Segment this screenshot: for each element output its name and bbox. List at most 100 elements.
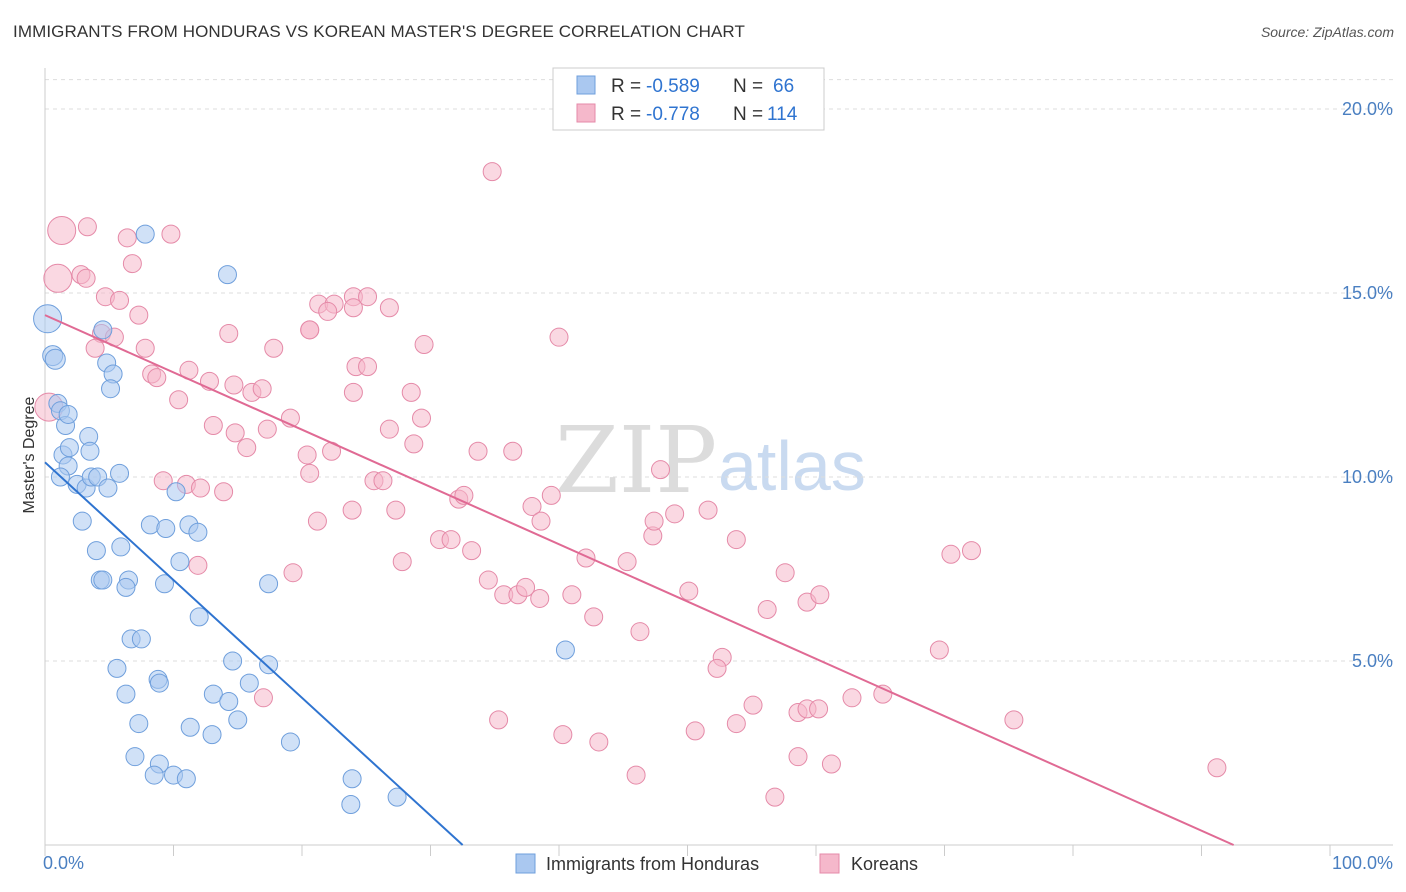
koreans-point-29 bbox=[318, 301, 338, 321]
koreans-point-34 bbox=[358, 357, 378, 377]
koreans-point-76 bbox=[522, 496, 542, 516]
koreans-point-46 bbox=[379, 419, 399, 439]
koreans-point-89 bbox=[679, 581, 699, 601]
koreans-point-30 bbox=[343, 298, 363, 318]
koreans-point-51 bbox=[468, 441, 488, 461]
koreans-point-116 bbox=[788, 747, 808, 767]
honduras-point-61 bbox=[342, 769, 362, 789]
koreans-point-24 bbox=[300, 320, 320, 340]
y-tick-label-10: 10.0% bbox=[1342, 467, 1393, 487]
koreans-point-68 bbox=[441, 530, 461, 550]
koreans-point-57 bbox=[190, 478, 210, 498]
honduras-point-44 bbox=[107, 658, 127, 678]
koreans-point-45 bbox=[300, 463, 320, 483]
y-axis-label: Master's Degree bbox=[21, 396, 38, 513]
honduras-point-29 bbox=[166, 482, 186, 502]
honduras-point-19 bbox=[98, 478, 118, 498]
honduras-point-9 bbox=[217, 265, 237, 285]
honduras-point-47 bbox=[259, 655, 279, 675]
koreans-point-107 bbox=[1004, 710, 1024, 730]
koreans-point-90 bbox=[698, 500, 718, 520]
honduras-point-52 bbox=[180, 717, 200, 737]
koreans-point-83 bbox=[617, 552, 637, 572]
koreans-point-71 bbox=[462, 541, 482, 561]
legend-r-label-pink: R = bbox=[611, 104, 641, 125]
honduras-point-38 bbox=[189, 607, 209, 627]
honduras-point-36 bbox=[116, 577, 136, 597]
koreans-point-88 bbox=[665, 504, 685, 524]
koreans-point-53 bbox=[549, 327, 569, 347]
honduras-point-28 bbox=[156, 519, 176, 539]
y-tick-label-20: 20.0% bbox=[1342, 99, 1393, 119]
honduras-point-62 bbox=[387, 787, 407, 807]
koreans-point-65 bbox=[386, 500, 406, 520]
koreans-point-20 bbox=[169, 390, 189, 410]
legend-swatch-pink bbox=[576, 103, 596, 123]
axes bbox=[44, 68, 1393, 856]
koreans-point-38 bbox=[203, 416, 223, 436]
honduras-point-45 bbox=[116, 684, 136, 704]
koreans-point-7 bbox=[122, 254, 142, 274]
honduras-point-14 bbox=[80, 441, 100, 461]
koreans-point-0 bbox=[47, 215, 77, 245]
honduras-point-63 bbox=[341, 795, 361, 815]
koreans-point-3 bbox=[161, 224, 181, 244]
honduras-point-23 bbox=[101, 379, 121, 399]
koreans-point-84 bbox=[630, 622, 650, 642]
honduras-point-6 bbox=[58, 404, 78, 424]
koreans-point-115 bbox=[765, 787, 785, 807]
bottom-legend-label-pink: Koreans bbox=[851, 854, 918, 874]
koreans-point-106 bbox=[929, 640, 949, 660]
koreans-point-113 bbox=[685, 721, 705, 741]
koreans-point-37 bbox=[252, 379, 272, 399]
honduras-point-41 bbox=[131, 629, 151, 649]
bottom-legend-swatch-blue bbox=[515, 853, 536, 874]
koreans-point-109 bbox=[489, 710, 509, 730]
koreans-point-21 bbox=[219, 324, 239, 344]
koreans-point-66 bbox=[392, 552, 412, 572]
legend-r-label-blue: R = bbox=[611, 76, 641, 97]
koreans-point-110 bbox=[553, 725, 573, 745]
gridlines bbox=[45, 79, 1393, 662]
x-tick-label-max: 100.0% bbox=[1332, 853, 1393, 873]
honduras-point-39 bbox=[259, 574, 279, 594]
koreans-point-92 bbox=[707, 658, 727, 678]
koreans-point-58 bbox=[214, 482, 234, 502]
koreans-point-31 bbox=[379, 298, 399, 318]
koreans-point-9 bbox=[110, 290, 130, 310]
honduras-point-53 bbox=[202, 725, 222, 745]
honduras-point-26 bbox=[111, 537, 131, 557]
honduras-point-20 bbox=[110, 463, 130, 483]
koreans-point-40 bbox=[237, 438, 257, 458]
koreans-point-102 bbox=[842, 688, 862, 708]
koreans-point-97 bbox=[810, 585, 830, 605]
koreans-point-81 bbox=[576, 548, 596, 568]
watermark-zip: ZIP bbox=[555, 407, 717, 514]
koreans-point-79 bbox=[541, 485, 561, 505]
koreans-point-1 bbox=[77, 217, 97, 237]
koreans-point-14 bbox=[85, 338, 105, 358]
koreans-point-85 bbox=[651, 460, 671, 480]
koreans-point-32 bbox=[358, 287, 378, 307]
koreans-point-33 bbox=[343, 382, 363, 402]
honduras-point-55 bbox=[280, 732, 300, 752]
honduras-trend-line bbox=[44, 461, 464, 846]
honduras-point-56 bbox=[125, 747, 145, 767]
koreans-point-82 bbox=[584, 607, 604, 627]
y-tick-label-5: 5.0% bbox=[1352, 651, 1393, 671]
honduras-point-8 bbox=[135, 224, 155, 244]
koreans-point-59 bbox=[188, 555, 208, 575]
source-credit: Source: ZipAtlas.com bbox=[1260, 24, 1394, 40]
koreans-point-6 bbox=[76, 268, 96, 288]
y-tick-labels: 5.0% 10.0% 15.0% 20.0% bbox=[1342, 99, 1393, 671]
watermark: ZIP atlas bbox=[555, 407, 866, 514]
koreans-point-64 bbox=[373, 471, 393, 491]
honduras-point-31 bbox=[188, 522, 208, 542]
koreans-point-15 bbox=[135, 338, 155, 358]
koreans-point-94 bbox=[757, 599, 777, 619]
legend-n-label-blue: N = bbox=[733, 76, 763, 97]
honduras-point-46 bbox=[223, 651, 243, 671]
koreans-point-104 bbox=[941, 544, 961, 564]
koreans-point-114 bbox=[726, 714, 746, 734]
honduras-point-58 bbox=[144, 765, 164, 785]
